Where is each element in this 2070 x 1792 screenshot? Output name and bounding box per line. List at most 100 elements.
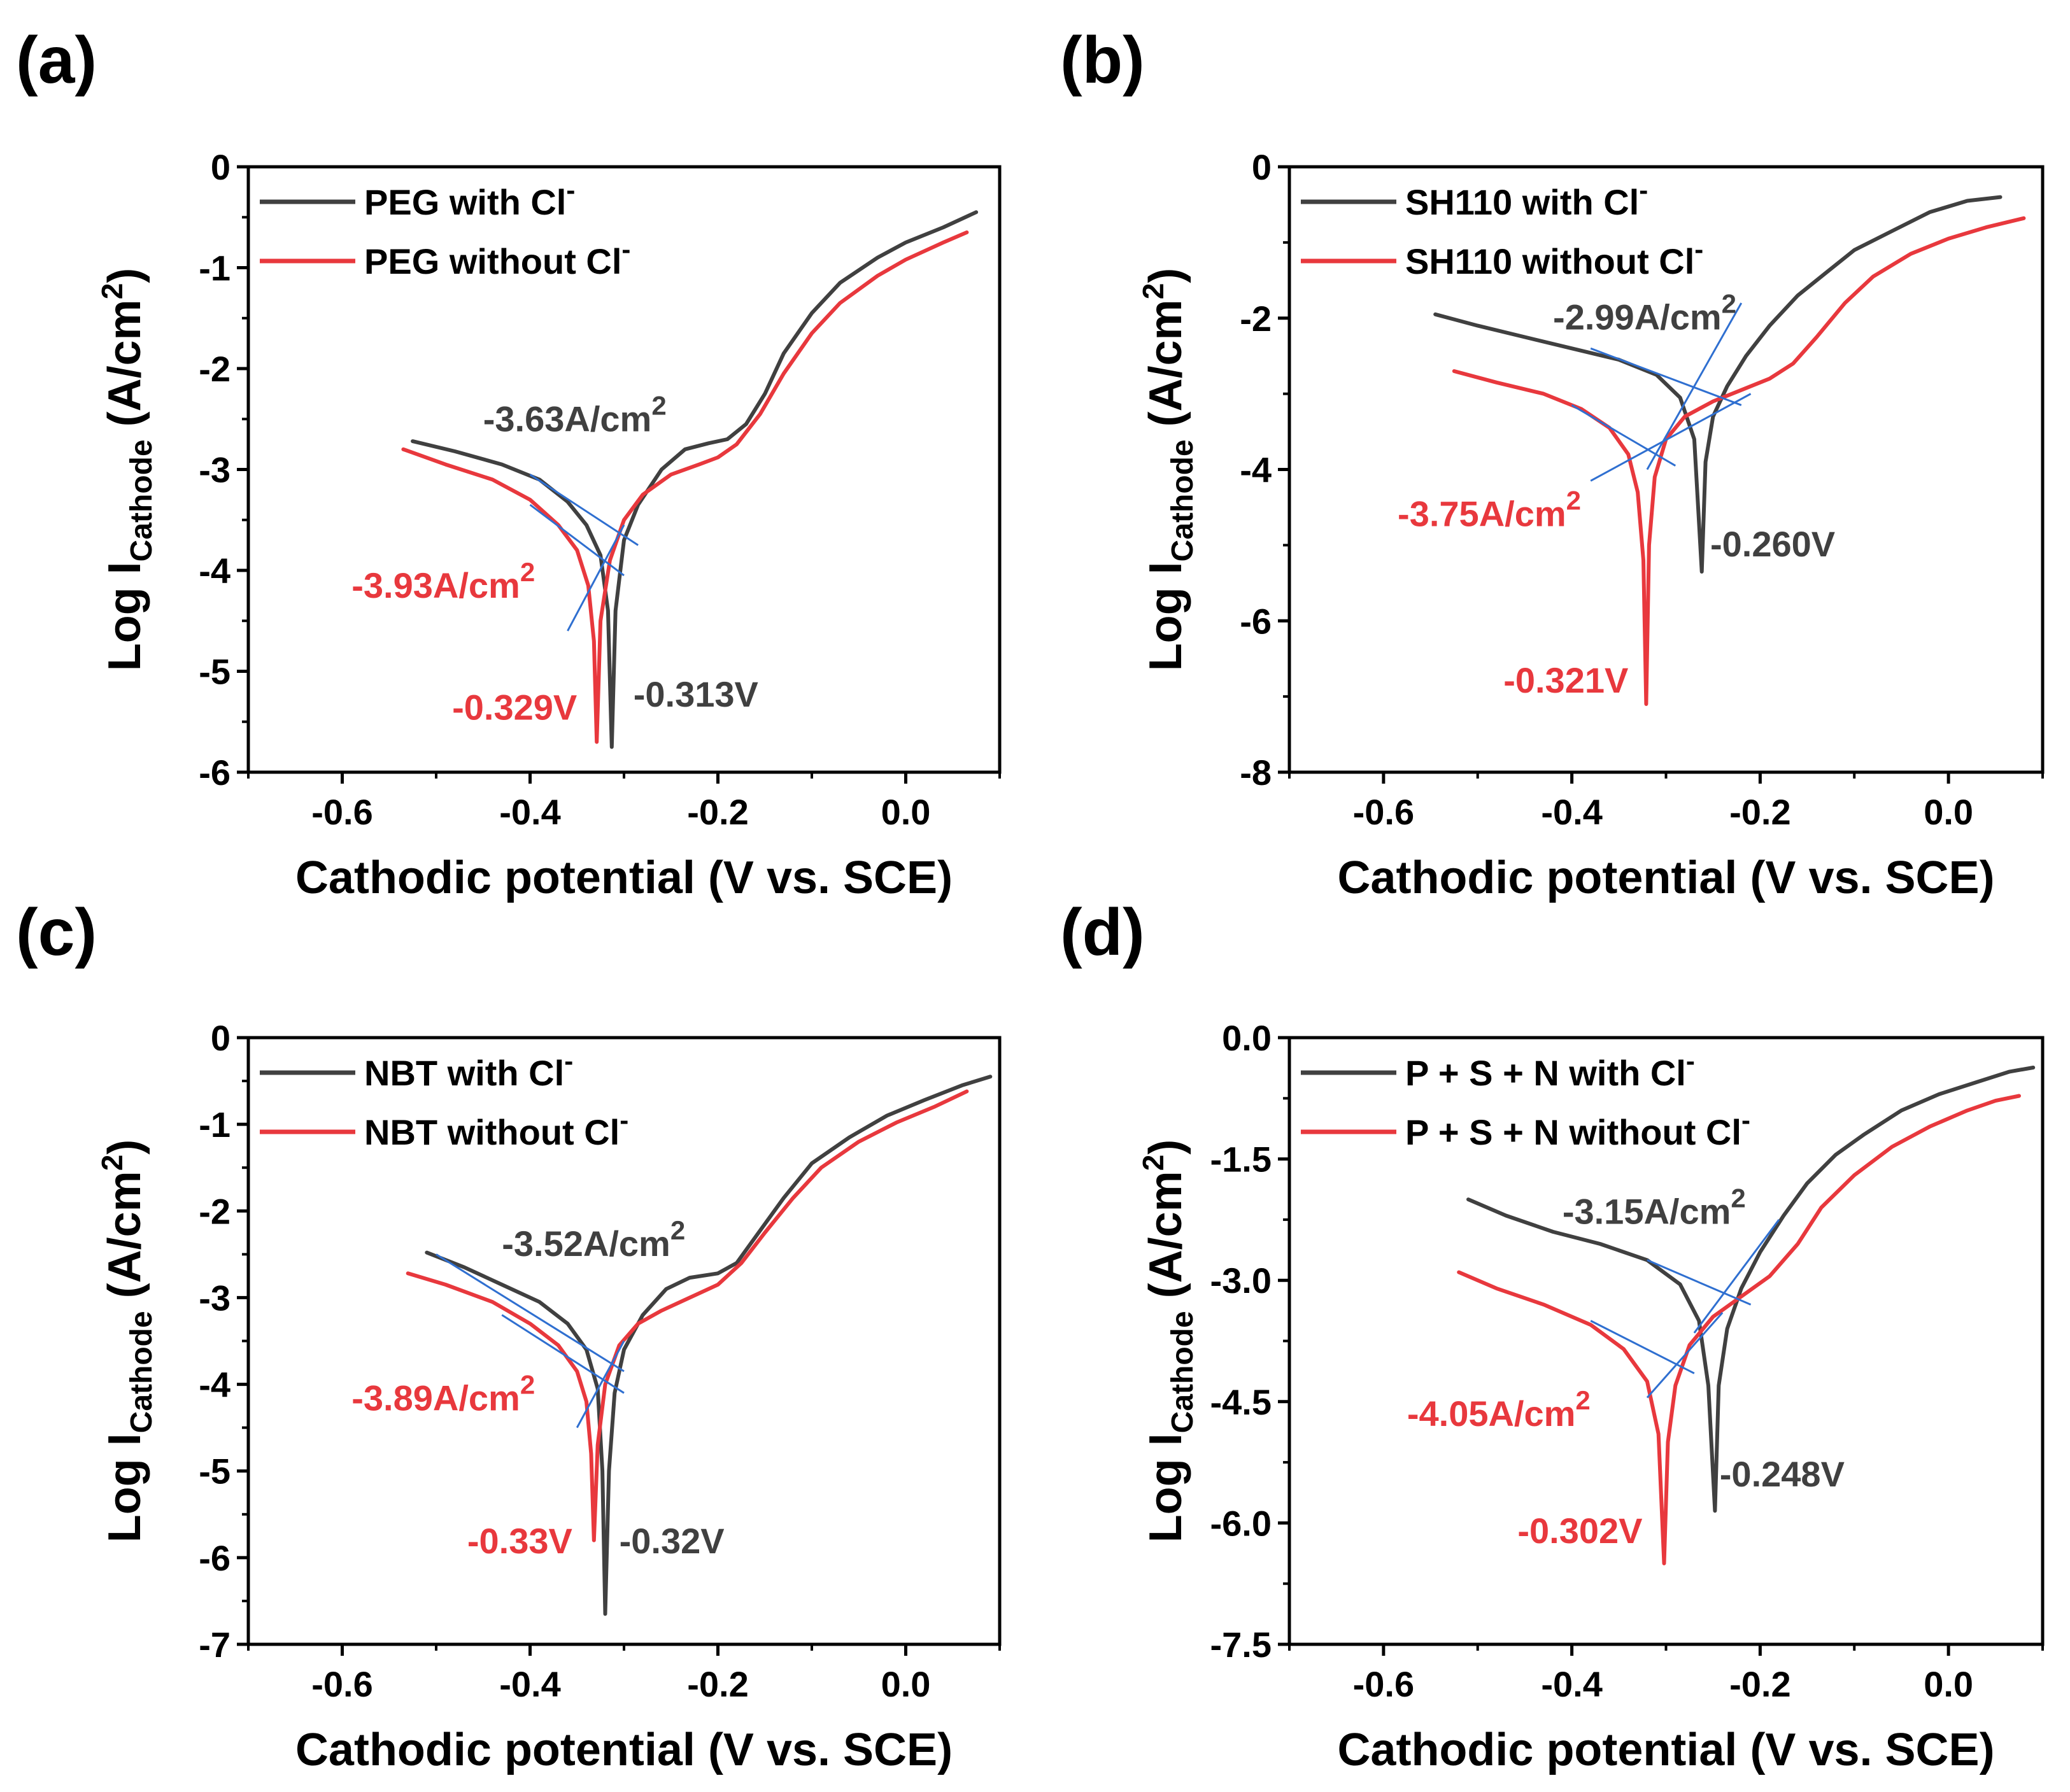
annotation-label: -0.33V: [467, 1521, 572, 1561]
y-tick-label: -7.5: [1210, 1625, 1272, 1665]
legend-text: NBT without Cl: [364, 1112, 620, 1152]
y-label-unit: (A/cm: [1140, 299, 1191, 439]
y-label-unit: (A/cm: [1140, 1171, 1191, 1311]
annotation-text: -2.99A/cm: [1553, 297, 1722, 337]
annotation-label: -0.321V: [1503, 660, 1628, 700]
panel-a: (a)-0.6 -0.4 -0.2 0.00-1-2-3-4-5-6Cathodic …: [16, 24, 1002, 903]
y-label-close: ): [1140, 1139, 1191, 1155]
series-line-with-cl: [1466, 1066, 2036, 1513]
y-axis-label: Log ICathode (A/cm2): [1137, 1139, 1200, 1543]
annotation-sup: 2: [1575, 1385, 1590, 1415]
tafel-line: [529, 474, 639, 546]
x-tick-label: 0.0: [881, 1664, 931, 1704]
y-label-sub: Cathode: [1166, 439, 1200, 561]
panel-letter: (a): [16, 24, 97, 97]
y-label-main: Log I: [1140, 561, 1191, 671]
x-tick-label: -0.2: [1729, 1664, 1791, 1704]
y-tick-label: -6: [199, 1538, 230, 1578]
x-tick-label: -0.6: [1353, 792, 1415, 832]
series-line-with-cl: [1433, 195, 2003, 574]
legend-sup: -: [620, 1105, 628, 1135]
annotation-label: -0.313V: [634, 674, 758, 714]
x-axis-label: Cathodic potential (V vs. SCE): [295, 852, 953, 903]
tafel-line: [436, 1253, 625, 1372]
y-tick-label: -4.5: [1210, 1382, 1272, 1422]
annotation-label: -0.32V: [620, 1521, 725, 1561]
annotation-text: -0.313V: [634, 674, 758, 714]
y-tick-label: -1.5: [1210, 1139, 1272, 1180]
x-tick-label: -0.4: [499, 792, 561, 832]
y-label-sub: Cathode: [1166, 1311, 1200, 1433]
panel-letter: (c): [16, 896, 97, 970]
y-axis-label: Log ICathode (A/cm2): [96, 1139, 159, 1543]
y-tick-label: -2: [199, 349, 230, 389]
y-tick-label: -4: [199, 551, 230, 591]
annotation-label: -0.260V: [1710, 524, 1835, 564]
tafel-line: [1647, 1259, 1752, 1306]
annotation-text: -0.32V: [620, 1521, 725, 1561]
legend-sup: -: [564, 1046, 573, 1076]
tafel-line: [1646, 1312, 1724, 1399]
legend-text: PEG without Cl: [364, 241, 621, 281]
annotation-sup: 2: [651, 390, 666, 420]
legend-label: P + S + N with Cl-: [1405, 1046, 1695, 1093]
annotation-text: -0.248V: [1720, 1454, 1845, 1494]
y-tick-label: 0: [1252, 147, 1272, 187]
legend-text: SH110 with Cl: [1405, 182, 1639, 222]
tafel-line: [1646, 302, 1743, 470]
annotation-label: -3.15A/cm2: [1563, 1183, 1746, 1231]
annotation-sup: 2: [1722, 289, 1736, 319]
annotation-label: -0.329V: [452, 688, 577, 728]
y-tick-label: -3.0: [1210, 1260, 1272, 1301]
panel-letter: (b): [1060, 24, 1145, 97]
panel-letter: (d): [1060, 896, 1145, 970]
legend-sup: -: [1741, 1105, 1750, 1135]
y-label-close: ): [1140, 268, 1191, 283]
x-tick-label: 0.0: [1924, 1664, 1973, 1704]
legend-sup: -: [566, 175, 575, 205]
annotation-label: -3.93A/cm2: [351, 557, 535, 605]
y-label-unit: (A/cm: [99, 1171, 150, 1311]
y-tick-label: -6: [199, 752, 230, 793]
annotation-label: -0.302V: [1517, 1511, 1642, 1551]
annotation-label: -3.89A/cm2: [351, 1369, 535, 1418]
y-label-sup: 2: [1137, 283, 1170, 300]
annotation-label: -3.75A/cm2: [1398, 486, 1581, 534]
legend-label: PEG without Cl-: [364, 234, 630, 281]
legend-label: P + S + N without Cl-: [1405, 1105, 1750, 1152]
y-tick-label: -7: [199, 1625, 230, 1665]
y-label-sup: 2: [96, 283, 129, 300]
legend-label: NBT with Cl-: [364, 1046, 573, 1093]
legend-sup: -: [1694, 234, 1703, 264]
x-tick-label: -0.2: [687, 792, 749, 832]
legend-text: NBT with Cl: [364, 1053, 564, 1093]
legend-text: P + S + N with Cl: [1405, 1053, 1686, 1093]
y-tick-label: -6: [1240, 601, 1272, 641]
y-tick-label: -5: [199, 1451, 230, 1492]
annotation-sup: 2: [520, 1369, 535, 1399]
y-axis-label: Log ICathode (A/cm2): [96, 268, 159, 672]
x-tick-label: -0.2: [687, 1664, 749, 1704]
annotation-text: -0.302V: [1517, 1511, 1642, 1551]
y-tick-label: 0: [211, 1018, 230, 1058]
y-tick-label: -8: [1240, 752, 1272, 793]
annotation-label: -2.99A/cm2: [1553, 289, 1736, 337]
x-tick-label: -0.4: [1541, 1664, 1603, 1704]
x-tick-label: -0.6: [311, 792, 373, 832]
y-label-sub: Cathode: [125, 1311, 159, 1433]
y-tick-label: -2: [199, 1191, 230, 1231]
legend-label: SH110 without Cl-: [1405, 234, 1703, 281]
x-axis-label: Cathodic potential (V vs. SCE): [295, 1725, 953, 1775]
tafel-line: [1693, 1219, 1780, 1334]
y-tick-label: 0: [211, 147, 230, 187]
legend-sup: -: [621, 234, 630, 264]
annotation-sup: 2: [670, 1215, 685, 1245]
annotation-text: -3.89A/cm: [351, 1378, 520, 1418]
x-axis-label: Cathodic potential (V vs. SCE): [1337, 852, 1994, 903]
annotation-label: -0.248V: [1720, 1454, 1845, 1494]
legend-text: PEG with Cl: [364, 182, 566, 222]
legend-text: P + S + N without Cl: [1405, 1112, 1741, 1152]
y-tick-label: 0.0: [1222, 1018, 1272, 1058]
annotation-text: -0.260V: [1710, 524, 1835, 564]
y-label-close: ): [99, 268, 150, 283]
